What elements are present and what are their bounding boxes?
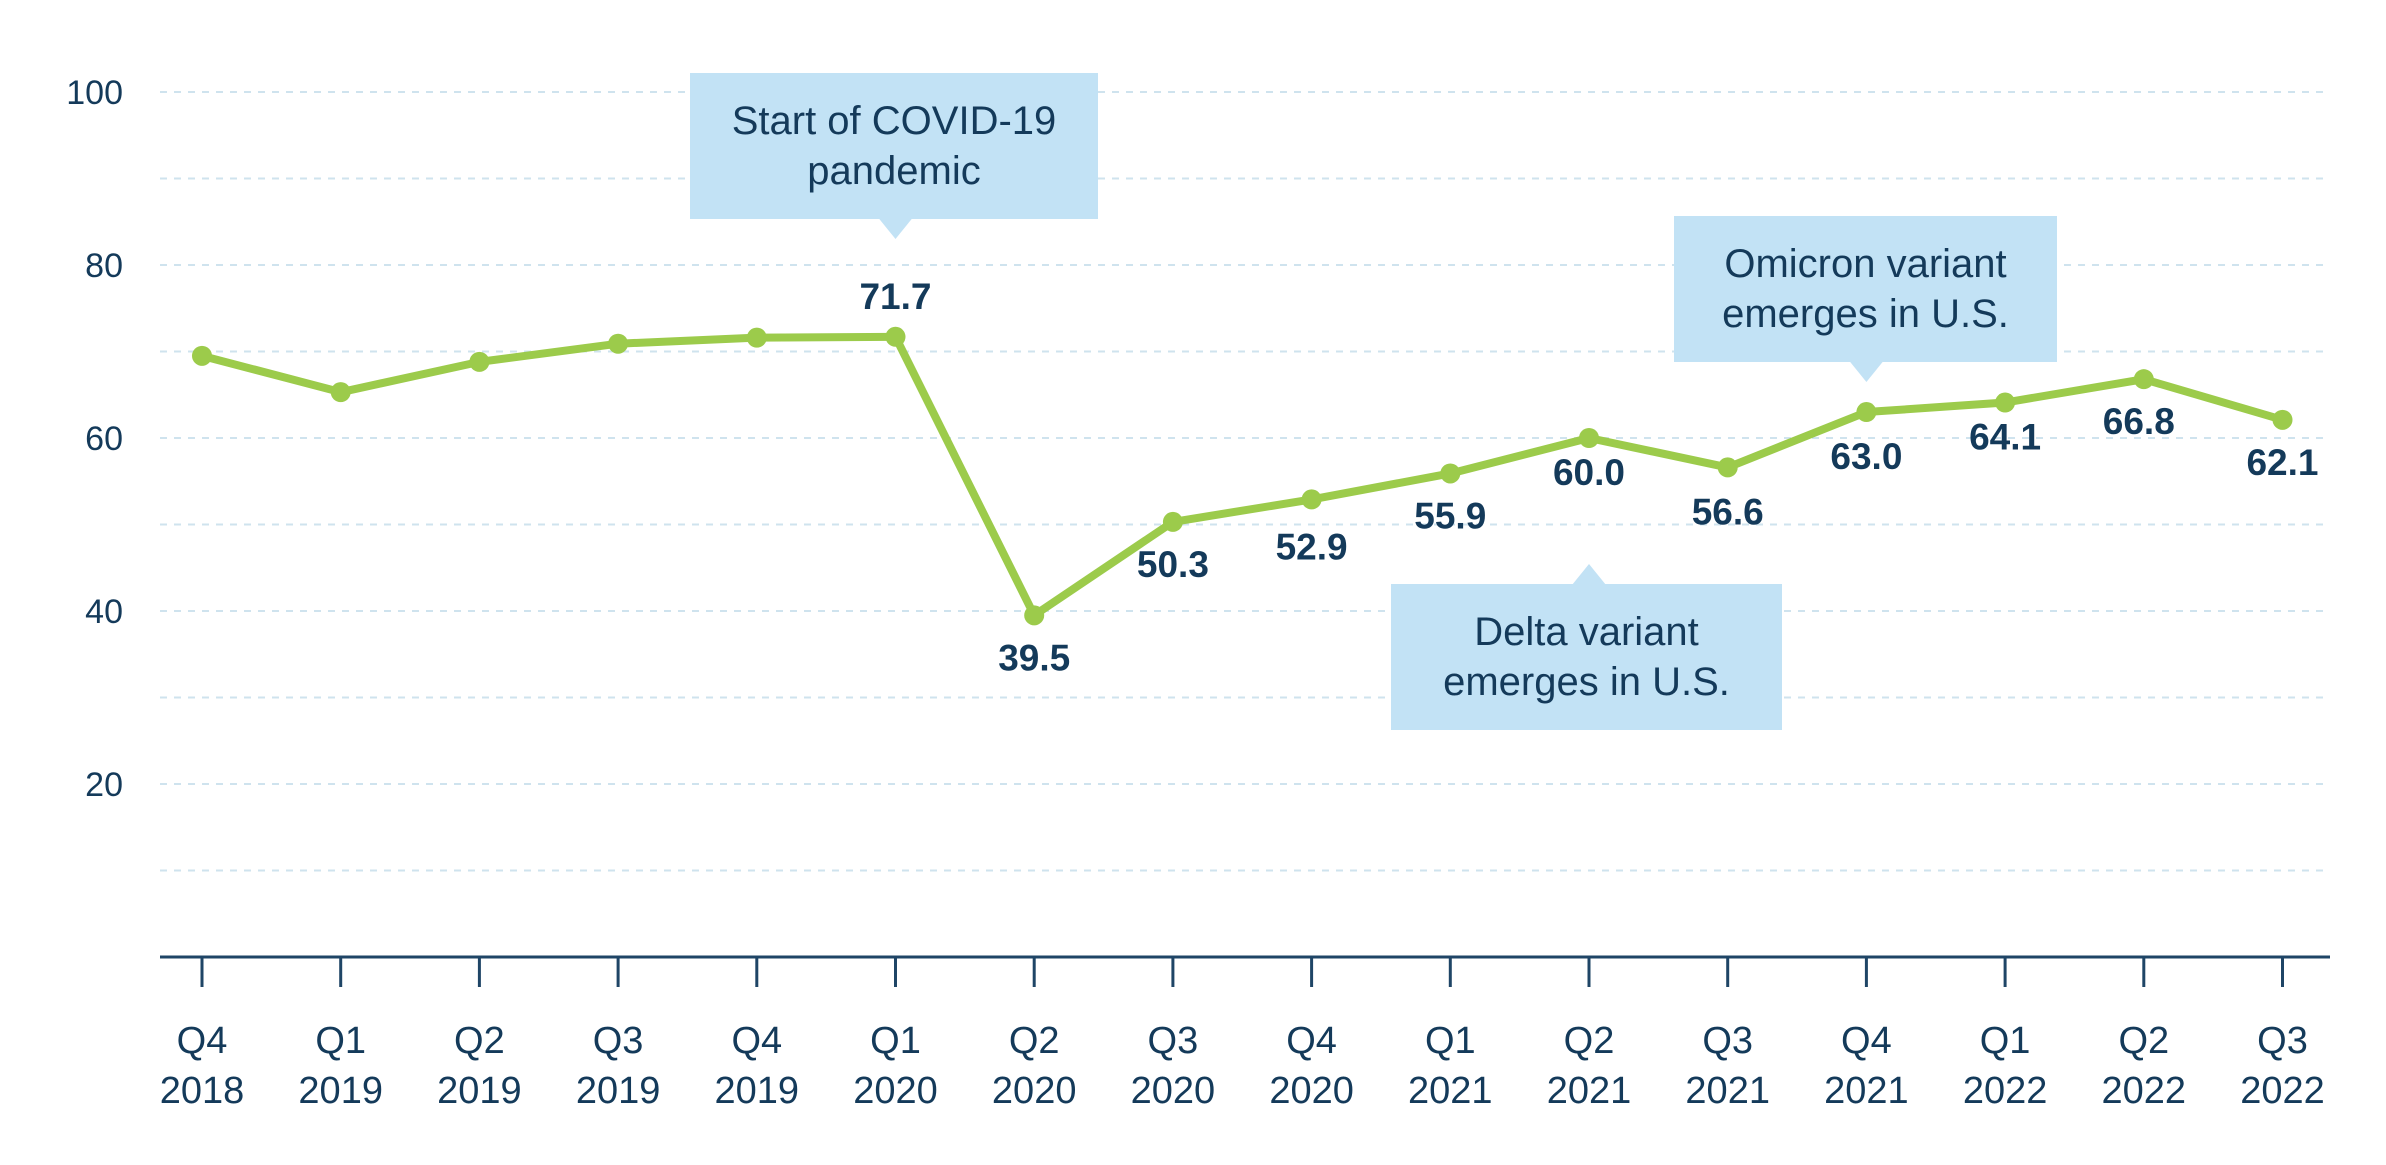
x-tick-label-year: 2022 xyxy=(1963,1070,2048,1112)
data-point xyxy=(1995,392,2016,413)
data-point xyxy=(1440,463,1461,484)
x-tick-label-quarter: Q2 xyxy=(454,1020,505,1062)
y-tick-label: 80 xyxy=(85,247,123,285)
data-label: 52.9 xyxy=(1276,526,1348,567)
series-line xyxy=(198,332,2287,620)
callout-text: emerges in U.S. xyxy=(1443,660,1730,704)
data-point xyxy=(608,333,629,354)
x-tick-label-quarter: Q2 xyxy=(2118,1020,2169,1062)
x-tick-label-quarter: Q4 xyxy=(731,1020,782,1062)
data-point xyxy=(885,326,906,347)
y-tick-label: 40 xyxy=(85,593,123,631)
x-tick-label-year: 2021 xyxy=(1824,1070,1909,1112)
x-tick-label-year: 2020 xyxy=(992,1070,1077,1112)
x-tick-label-quarter: Q1 xyxy=(1425,1020,1476,1062)
x-tick-label-quarter: Q1 xyxy=(870,1020,921,1062)
x-tick-label-year: 2018 xyxy=(160,1070,245,1112)
x-tick-label-quarter: Q2 xyxy=(1564,1020,1615,1062)
x-tick-label-year: 2021 xyxy=(1685,1070,1770,1112)
callout-pointer xyxy=(1849,361,1884,382)
x-tick-label-year: 2022 xyxy=(2102,1070,2187,1112)
x-tick-label-quarter: Q4 xyxy=(1286,1020,1337,1062)
x-tick-label-quarter: Q3 xyxy=(593,1020,644,1062)
data-point xyxy=(1024,605,1045,626)
data-label: 71.7 xyxy=(859,276,931,317)
x-tick-label-quarter: Q3 xyxy=(2257,1020,2308,1062)
y-tick-label: 60 xyxy=(85,420,123,458)
callout-text: Delta variant xyxy=(1474,610,1699,654)
x-tick-label-year: 2019 xyxy=(715,1070,800,1112)
callout-box xyxy=(1391,584,1782,730)
x-tick-label-year: 2021 xyxy=(1547,1070,1632,1112)
x-tick-label-quarter: Q2 xyxy=(1009,1020,1060,1062)
x-tick-label-quarter: Q1 xyxy=(1980,1020,2031,1062)
data-point xyxy=(1856,402,1877,423)
x-tick-label-quarter: Q1 xyxy=(315,1020,366,1062)
data-point xyxy=(1579,428,1599,448)
data-point xyxy=(1717,457,1738,478)
data-point xyxy=(192,345,212,366)
x-tick-label-quarter: Q4 xyxy=(177,1020,228,1062)
data-point xyxy=(2272,409,2293,430)
callout-pointer xyxy=(878,218,913,239)
data-label: 62.1 xyxy=(2246,442,2318,483)
data-label: 63.0 xyxy=(1830,436,1902,477)
callout-text: emerges in U.S. xyxy=(1722,292,2009,336)
data-point xyxy=(1301,489,1322,510)
data-label: 39.5 xyxy=(998,637,1070,678)
data-point xyxy=(2133,369,2154,390)
y-tick-label: 100 xyxy=(66,74,123,112)
data-point xyxy=(469,351,490,372)
x-tick-label-year: 2019 xyxy=(437,1070,522,1112)
data-point xyxy=(746,327,767,348)
data-label: 55.9 xyxy=(1414,495,1486,536)
callout-box xyxy=(1674,216,2057,362)
callout-box xyxy=(690,73,1098,219)
x-tick-label-quarter: Q4 xyxy=(1841,1020,1892,1062)
data-label: 60.0 xyxy=(1553,452,1625,493)
callout-text: Start of COVID-19 xyxy=(732,99,1057,143)
x-tick-label-year: 2019 xyxy=(298,1070,383,1112)
x-tick-label-year: 2020 xyxy=(1131,1070,1216,1112)
x-tick-label-year: 2019 xyxy=(576,1070,661,1112)
data-label: 66.8 xyxy=(2103,401,2175,442)
callout-text: pandemic xyxy=(807,149,980,193)
data-point xyxy=(1162,511,1183,532)
y-tick-label: 20 xyxy=(85,766,123,804)
callout-text: Omicron variant xyxy=(1724,242,2006,286)
x-tick-label-year: 2021 xyxy=(1408,1070,1493,1112)
x-tick-label-quarter: Q3 xyxy=(1148,1020,1199,1062)
data-label: 56.6 xyxy=(1692,491,1764,532)
x-tick-label-quarter: Q3 xyxy=(1702,1020,1753,1062)
data-label: 64.1 xyxy=(1969,417,2041,458)
callout-pointer xyxy=(1572,564,1606,585)
data-label: 50.3 xyxy=(1137,544,1209,585)
x-tick-label-year: 2020 xyxy=(1269,1070,1354,1112)
x-tick-label-year: 2020 xyxy=(853,1070,938,1112)
data-point xyxy=(330,382,351,403)
x-tick-label-year: 2022 xyxy=(2240,1070,2325,1112)
